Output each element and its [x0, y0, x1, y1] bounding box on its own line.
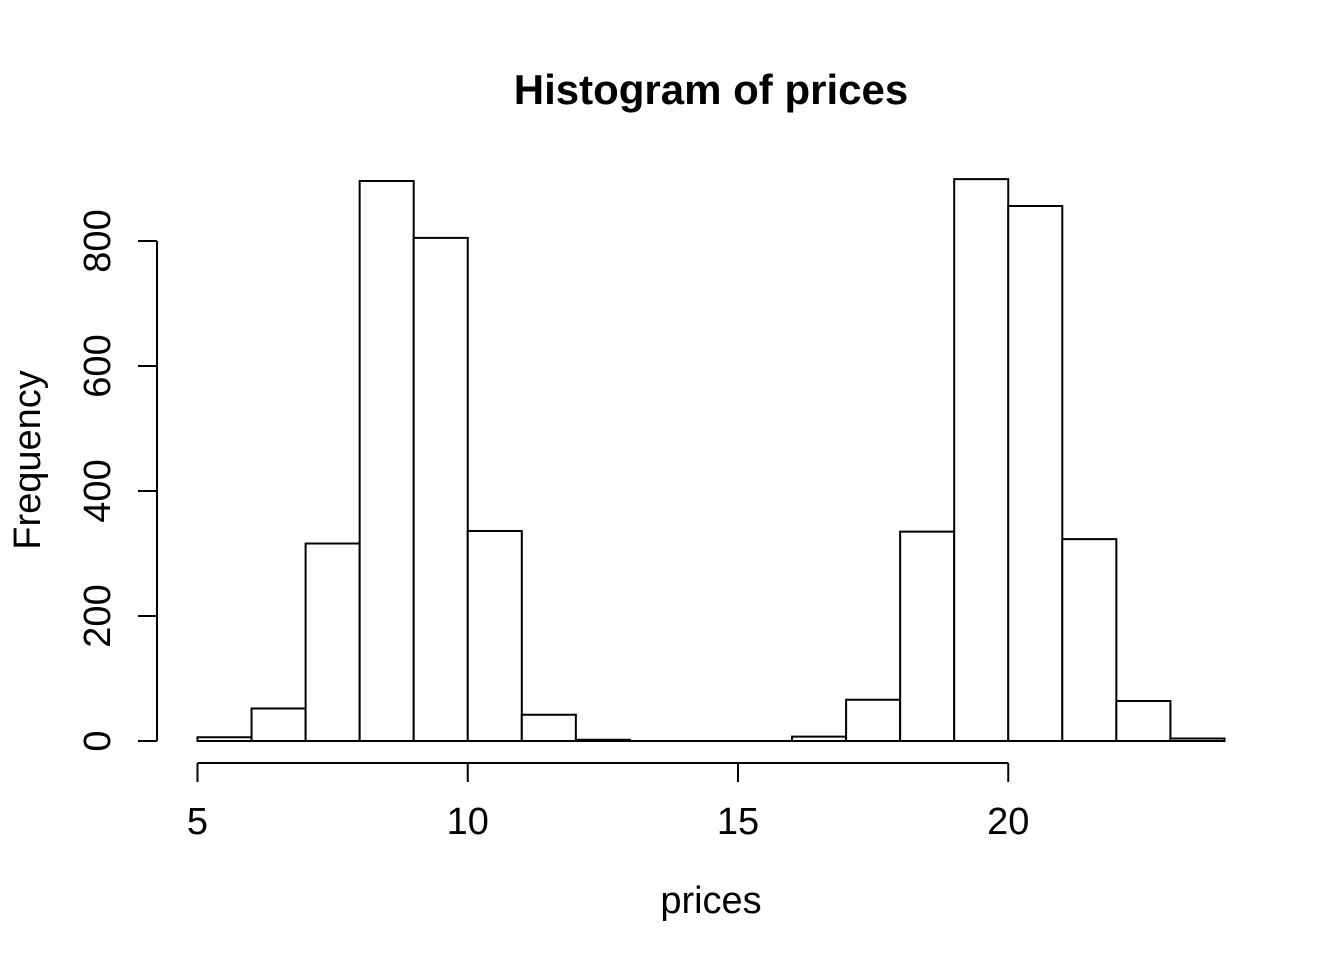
- histogram-bar: [466, 530, 523, 742]
- histogram-bar: [1169, 737, 1226, 742]
- y-tick-label: 200: [77, 584, 119, 647]
- histogram-bar: [196, 736, 253, 742]
- histogram-bar: [1115, 700, 1172, 742]
- histogram-bar: [358, 180, 415, 742]
- y-tick-label: 0: [77, 730, 119, 751]
- histogram-bar: [304, 542, 361, 742]
- histogram-bar: [412, 236, 469, 743]
- x-axis-label: prices: [660, 880, 761, 922]
- y-tick-label: 800: [77, 209, 119, 272]
- histogram-bar: [1007, 205, 1064, 742]
- x-tick-label: 15: [717, 801, 759, 843]
- x-tick-label: 10: [447, 801, 489, 843]
- histogram-bar: [791, 735, 848, 743]
- histogram-bars: [196, 178, 1226, 743]
- y-tick-label: 400: [77, 459, 119, 522]
- histogram-bar: [1061, 538, 1118, 743]
- histogram-bar: [574, 738, 631, 742]
- histogram-bar: [250, 707, 307, 742]
- y-axis-label: Frequency: [7, 370, 49, 550]
- x-axis: 5 10 15 20: [187, 762, 1029, 843]
- chart-title: Histogram of prices: [514, 66, 908, 113]
- histogram-bar: [845, 698, 902, 742]
- x-tick-label: 20: [987, 801, 1029, 843]
- histogram-bar: [899, 530, 956, 743]
- histogram-bar: [953, 178, 1010, 743]
- x-tick-label: 5: [187, 801, 208, 843]
- histogram-bar: [520, 713, 577, 742]
- y-axis: 0 200 400 600 800: [77, 209, 158, 752]
- y-tick-label: 600: [77, 334, 119, 397]
